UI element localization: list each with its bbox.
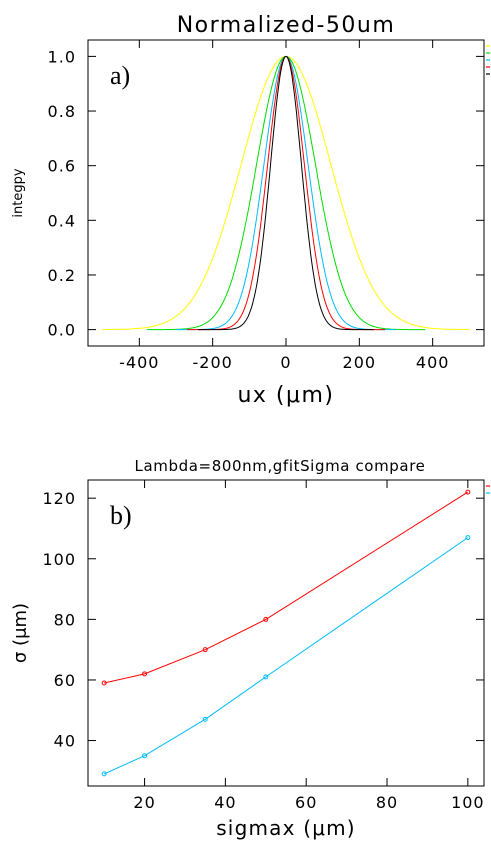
chart-a-series-line	[198, 55, 374, 331]
chart-b-series-line	[103, 537, 469, 775]
chart-b-panel-label: b)	[110, 501, 132, 530]
chart-a-ytick-label: 0.4	[48, 211, 76, 230]
chart-b-xtick-label: 40	[214, 793, 236, 812]
chart-b-point	[142, 671, 148, 677]
chart-b-ytick-label: 100	[42, 550, 76, 569]
chart-a-series	[102, 55, 470, 331]
chart-a: Normalized-50um a) ux (μm) integpy -400-…	[11, 13, 490, 408]
chart-b-point	[465, 489, 471, 495]
chart-b-ticks: 20 40 60 80 100 40 60 80 100 120	[42, 480, 484, 812]
chart-b-xlabel: sigmax (μm)	[216, 816, 356, 840]
chart-b-point	[101, 680, 107, 686]
chart-a-ytick-label: 0.8	[48, 102, 76, 121]
chart-a-ticks: -400 -200 0 200 400 0.0 0.2 0.4 0.6 0.8 1.0	[48, 40, 484, 372]
chart-b-xtick-label: 20	[133, 793, 155, 812]
chart-b-point	[202, 716, 208, 722]
chart-a-ytick-label: 0.6	[48, 157, 76, 176]
chart-b-legend	[486, 485, 490, 494]
chart-a-series-line	[176, 55, 396, 331]
chart-a-legend	[486, 45, 490, 75]
chart-a-panel-label: a)	[110, 61, 130, 90]
chart-b-point	[465, 535, 471, 541]
chart-b-ytick-label: 120	[42, 489, 76, 508]
chart-a-xtick-label: 0	[280, 353, 291, 372]
chart-b-xtick-label: 80	[376, 793, 398, 812]
chart-b: Lambda=800nm,gfitSigma compare b) sigmax…	[10, 457, 490, 840]
chart-b-ytick-label: 40	[54, 732, 76, 751]
chart-a-xtick-label: -400	[119, 353, 159, 372]
chart-b-plot-area	[87, 479, 485, 787]
chart-b-title: Lambda=800nm,gfitSigma compare	[135, 457, 426, 475]
chart-a-ytick-label: 0.2	[48, 266, 76, 285]
chart-b-point	[101, 771, 107, 777]
chart-a-xtick-label: 400	[416, 353, 450, 372]
chart-b-ylabel: σ (μm)	[10, 603, 31, 663]
chart-a-series-line	[187, 55, 385, 331]
chart-b-point	[142, 753, 148, 759]
chart-a-xtick-label: 200	[343, 353, 377, 372]
chart-a-ytick-label: 1.0	[48, 47, 76, 66]
chart-a-ylabel: integpy	[11, 168, 26, 217]
chart-a-series-line	[146, 55, 426, 331]
chart-b-series	[101, 489, 471, 777]
chart-b-series-line	[104, 491, 469, 684]
chart-b-xtick-label: 60	[295, 793, 317, 812]
chart-a-series-line	[102, 55, 470, 330]
chart-b-xtick-label: 100	[451, 793, 485, 812]
chart-a-xtick-label: -200	[193, 353, 233, 372]
chart-a-plot-area	[87, 39, 485, 347]
chart-b-ytick-label: 80	[54, 610, 76, 629]
chart-b-point	[202, 647, 208, 653]
chart-b-point	[263, 616, 269, 622]
chart-b-point	[263, 674, 269, 680]
chart-a-xlabel: ux (μm)	[237, 383, 334, 408]
chart-a-title: Normalized-50um	[177, 13, 396, 38]
chart-a-ytick-label: 0.0	[48, 321, 76, 340]
chart-b-ytick-label: 60	[54, 671, 76, 690]
